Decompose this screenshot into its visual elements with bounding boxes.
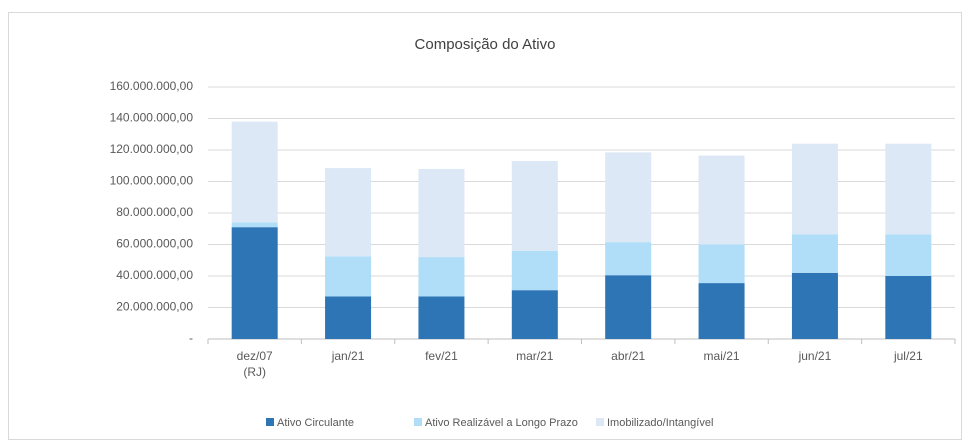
legend-label: Ativo Circulante — [277, 417, 354, 429]
bar-segment — [698, 283, 745, 339]
bar-segment — [791, 234, 838, 273]
bar-segment — [605, 275, 652, 339]
bar-segment — [231, 227, 278, 339]
bar-segment — [325, 168, 372, 257]
bar-segment — [698, 244, 745, 284]
x-tick-label: abr/21 — [611, 349, 645, 363]
bar-segment — [698, 155, 745, 245]
bar-segment — [418, 168, 465, 258]
x-tick-label: jan/21 — [331, 349, 365, 363]
bar-segment — [885, 234, 932, 276]
legend-label: Ativo Realizável a Longo Prazo — [425, 417, 578, 429]
x-tick-label: fev/21 — [425, 349, 458, 363]
bar-segment — [791, 143, 838, 235]
legend-swatch — [596, 418, 604, 426]
y-tick-label: 80.000.000,00 — [116, 205, 193, 219]
x-tick-label: jun/21 — [798, 349, 832, 363]
bar-segment — [231, 222, 278, 228]
y-tick-label: 140.000.000,00 — [110, 111, 194, 125]
bar-segment — [511, 161, 558, 251]
y-tick-label: 60.000.000,00 — [116, 237, 193, 251]
x-tick-label: jul/21 — [893, 349, 923, 363]
x-tick-label: dez/07 (RJ) — [237, 349, 273, 379]
bar-segment — [885, 276, 932, 339]
bar-segment — [418, 257, 465, 297]
y-tick-label: 100.000.000,00 — [110, 174, 194, 188]
bar-segment — [791, 272, 838, 339]
y-tick-label: 40.000.000,00 — [116, 268, 193, 282]
chart-title: Composição do Ativo — [415, 36, 556, 53]
y-tick-label: 120.000.000,00 — [110, 142, 194, 156]
y-tick-label: - — [189, 331, 193, 345]
x-tick-label: mai/21 — [704, 349, 740, 363]
legend-label: Imobilizado/Intangível — [607, 417, 713, 429]
bar-segment — [418, 296, 465, 339]
y-tick-label: 160.000.000,00 — [110, 79, 194, 93]
legend-swatch — [414, 418, 422, 426]
bar-segment — [885, 143, 932, 235]
bar-segment — [511, 250, 558, 291]
bar-segment — [511, 290, 558, 339]
legend-swatch — [266, 418, 274, 426]
bar-segment — [231, 121, 278, 223]
bar-segment — [605, 152, 652, 243]
x-tick-label: mar/21 — [516, 349, 554, 363]
bar-segment — [325, 256, 372, 297]
bar-segment — [605, 242, 652, 276]
bar-segment — [325, 296, 372, 339]
y-tick-label: 20.000.000,00 — [116, 300, 193, 314]
